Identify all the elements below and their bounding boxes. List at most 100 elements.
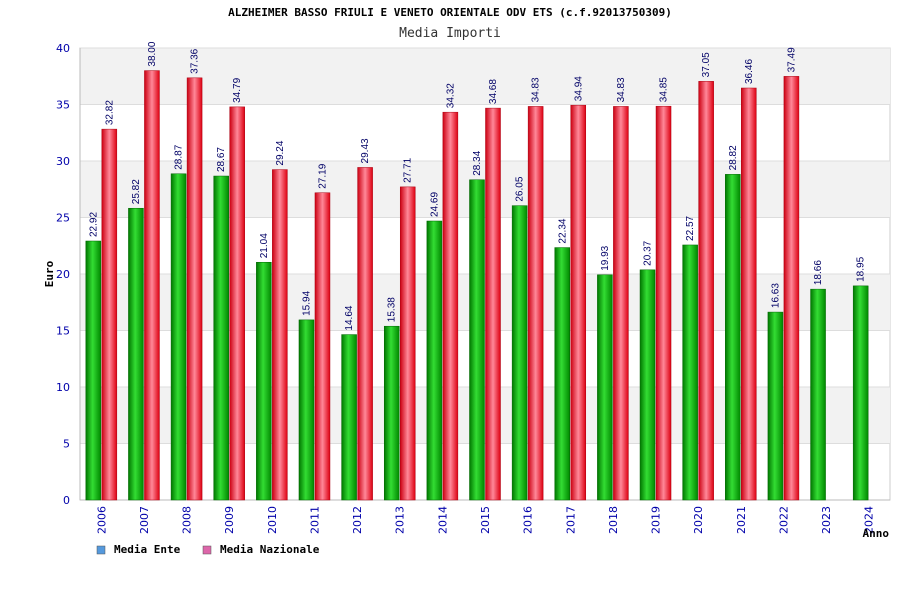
x-tick-label: 2012	[351, 506, 364, 534]
data-label-media-nazionale-2010: 29.24	[275, 140, 286, 165]
bar-media-nazionale-2021	[741, 87, 757, 501]
y-tick-label: 30	[56, 155, 70, 168]
bar-media-nazionale-2018	[613, 106, 629, 501]
bar-media-ente-2006	[85, 240, 102, 501]
data-label-media-nazionale-2006: 32.82	[104, 100, 115, 125]
data-label-media-nazionale-2016: 34.83	[531, 77, 542, 102]
x-tick-label: 2014	[436, 506, 449, 534]
legend: Media Ente Media Nazionale	[96, 543, 320, 556]
bar-media-nazionale-2019	[655, 105, 672, 501]
data-label-media-ente-2009: 28.67	[216, 147, 227, 172]
data-label-media-ente-2013: 15.38	[387, 297, 398, 322]
bars-group	[85, 70, 869, 501]
y-tick-label: 5	[63, 438, 70, 451]
data-label-media-nazionale-2019: 34.85	[659, 77, 670, 102]
x-tick-label: 2016	[522, 506, 535, 534]
bar-media-ente-2023	[810, 288, 826, 501]
bar-media-nazionale-2009	[229, 106, 245, 501]
bar-media-nazionale-2010	[272, 169, 288, 501]
y-tick-label: 15	[56, 325, 70, 338]
bar-media-nazionale-2017	[570, 104, 587, 501]
data-label-media-nazionale-2013: 27.71	[403, 157, 414, 182]
x-axis-label: Anno	[863, 527, 890, 540]
data-label-media-nazionale-2008: 37.36	[190, 48, 201, 73]
y-tick-label: 20	[56, 268, 70, 281]
data-label-media-ente-2016: 26.05	[515, 176, 526, 201]
x-tick-labels: 2006 2007 2008 2009 2010 2011 2012 2013 2014 2015…	[95, 506, 875, 534]
bar-media-ente-2019	[639, 269, 656, 501]
y-axis-label: Euro	[43, 260, 56, 287]
x-tick-label: 2019	[650, 506, 663, 534]
data-label-media-nazionale-2021: 36.46	[744, 59, 755, 84]
bar-media-nazionale-2012	[357, 167, 373, 501]
bar-media-nazionale-2006	[101, 128, 118, 501]
data-label-media-ente-2010: 21.04	[259, 233, 270, 258]
bar-media-ente-2020	[682, 244, 698, 501]
x-tick-label: 2006	[95, 506, 108, 534]
y-tick-label: 0	[63, 494, 70, 507]
bar-media-ente-2022	[767, 311, 784, 501]
y-tick-label: 40	[56, 42, 70, 55]
bar-media-ente-2007	[128, 207, 144, 501]
bar-media-ente-2013	[383, 325, 400, 501]
data-label-media-nazionale-2012: 29.43	[360, 138, 371, 163]
data-label-media-ente-2023: 18.66	[813, 260, 824, 285]
x-tick-label: 2010	[266, 506, 279, 534]
data-label-media-nazionale-2015: 34.68	[488, 79, 499, 104]
data-label-media-nazionale-2007: 38.00	[147, 41, 158, 66]
data-label-media-ente-2012: 14.64	[344, 305, 355, 330]
bar-media-nazionale-2022	[783, 76, 800, 501]
bar-media-nazionale-2008	[186, 77, 203, 501]
x-tick-label: 2023	[820, 506, 833, 534]
data-label-media-ente-2006: 22.92	[88, 212, 99, 237]
data-label-media-nazionale-2011: 27.19	[317, 163, 328, 188]
x-tick-label: 2022	[777, 506, 790, 534]
y-tick-label: 10	[56, 381, 70, 394]
data-label-media-ente-2024: 18.95	[856, 256, 867, 281]
x-tick-label: 2021	[735, 506, 748, 534]
legend-swatch-media-ente	[96, 545, 106, 555]
bar-media-ente-2017	[554, 247, 571, 501]
data-label-media-ente-2015: 28.34	[472, 150, 483, 175]
y-tick-labels: 0 5 10 15 20 25 30 35 40	[56, 42, 70, 507]
data-label-media-ente-2008: 28.87	[174, 144, 185, 169]
data-label-media-ente-2017: 22.34	[557, 218, 568, 243]
bar-media-ente-2021	[725, 174, 741, 501]
x-tick-label: 2024	[863, 506, 876, 534]
bar-media-ente-2010	[256, 261, 272, 501]
bar-media-nazionale-2020	[698, 81, 714, 501]
bar-media-ente-2016	[511, 205, 528, 501]
chart-subtitle: Media Importi	[399, 26, 501, 41]
bar-media-nazionale-2015	[485, 107, 501, 501]
data-label-media-ente-2020: 22.57	[685, 215, 696, 240]
data-label-media-ente-2018: 19.93	[600, 245, 611, 270]
bar-media-ente-2012	[341, 334, 357, 501]
x-tick-label: 2008	[181, 506, 194, 534]
data-label-media-nazionale-2014: 34.32	[445, 83, 456, 108]
y-tick-label: 35	[56, 99, 70, 112]
data-label-media-ente-2021: 28.82	[728, 145, 739, 170]
data-labels-group: 22.92 32.82 25.82 38.00 28.87 37.36 28.67 34.79…	[88, 41, 866, 330]
data-label-media-ente-2007: 25.82	[131, 179, 142, 204]
bar-media-ente-2015	[469, 179, 485, 501]
bar-media-ente-2018	[597, 274, 613, 501]
bar-media-nazionale-2011	[314, 192, 331, 501]
x-tick-label: 2017	[564, 506, 577, 534]
data-label-media-nazionale-2018: 34.83	[616, 77, 627, 102]
legend-label-media-nazionale: Media Nazionale	[220, 543, 320, 556]
x-tick-label: 2018	[607, 506, 620, 534]
data-label-media-nazionale-2022: 37.49	[786, 47, 797, 72]
legend-label-media-ente: Media Ente	[114, 543, 181, 556]
bar-media-ente-2024	[852, 285, 869, 501]
bar-media-ente-2008	[170, 173, 187, 501]
bar-media-nazionale-2013	[399, 186, 416, 501]
bar-media-ente-2009	[213, 175, 229, 501]
y-tick-label: 25	[56, 212, 70, 225]
data-label-media-ente-2022: 16.63	[770, 283, 781, 308]
bar-media-nazionale-2014	[442, 111, 459, 501]
x-tick-label: 2007	[138, 506, 151, 534]
bar-media-ente-2011	[298, 319, 315, 501]
x-tick-label: 2015	[479, 506, 492, 534]
x-tick-label: 2009	[223, 506, 236, 534]
bar-media-nazionale-2016	[527, 106, 544, 501]
